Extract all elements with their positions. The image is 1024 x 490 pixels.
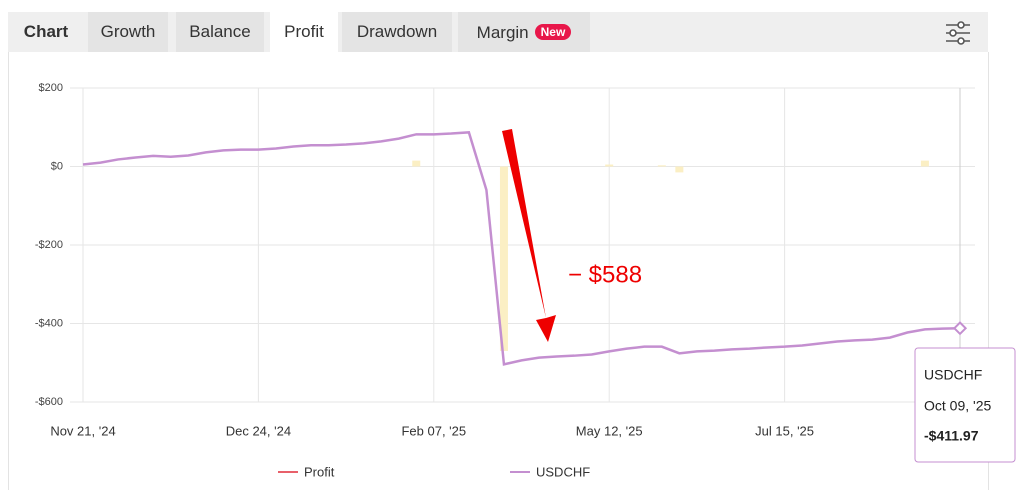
bar <box>605 164 614 167</box>
tooltip-series: USDCHF <box>924 367 982 383</box>
x-tick-label: Jul 15, '25 <box>755 423 814 438</box>
tab-label: Growth <box>100 22 156 41</box>
tooltip-date: Oct 09, '25 <box>924 398 991 414</box>
y-tick-label: $0 <box>51 160 63 172</box>
tooltip-value: -$411.97 <box>924 428 979 444</box>
bar <box>920 160 929 167</box>
tooltip <box>914 347 1016 463</box>
y-tick-label: $200 <box>39 82 63 94</box>
legend-label: USDCHF <box>536 464 590 479</box>
x-tick-label: Feb 07, '25 <box>401 423 466 438</box>
arrow <box>502 129 556 342</box>
marker <box>952 321 968 336</box>
x-tick-label: Nov 21, '24 <box>50 423 115 438</box>
y-tick-label: -$400 <box>35 317 63 329</box>
bar <box>412 160 421 167</box>
tab-label: Margin <box>476 23 529 42</box>
settings-icon[interactable] <box>944 20 972 46</box>
tab-label: Chart <box>23 22 69 41</box>
x-tick-label: Dec 24, '24 <box>226 423 291 438</box>
tab[interactable]: Chart <box>12 12 80 52</box>
tab[interactable]: Margin New <box>458 12 590 52</box>
tab[interactable]: Drawdown <box>342 12 452 52</box>
bar <box>675 166 684 173</box>
tab-label: Balance <box>189 22 251 41</box>
x-tick-label: May 12, '25 <box>576 423 643 438</box>
annotation: − $588 <box>568 261 642 288</box>
tab[interactable]: Balance <box>176 12 264 52</box>
line <box>82 131 961 366</box>
panel <box>8 52 989 490</box>
y-tick-label: -$600 <box>35 396 63 408</box>
badge: New <box>534 24 572 40</box>
bar <box>499 166 508 351</box>
tab-label: Drawdown <box>356 22 438 41</box>
tab-label: Profit <box>284 22 324 41</box>
tab[interactable]: Profit <box>270 12 338 52</box>
y-tick-label: -$200 <box>35 239 63 251</box>
tab[interactable]: Growth <box>88 12 168 52</box>
legend-label: Profit <box>304 464 335 479</box>
bar <box>657 165 666 167</box>
